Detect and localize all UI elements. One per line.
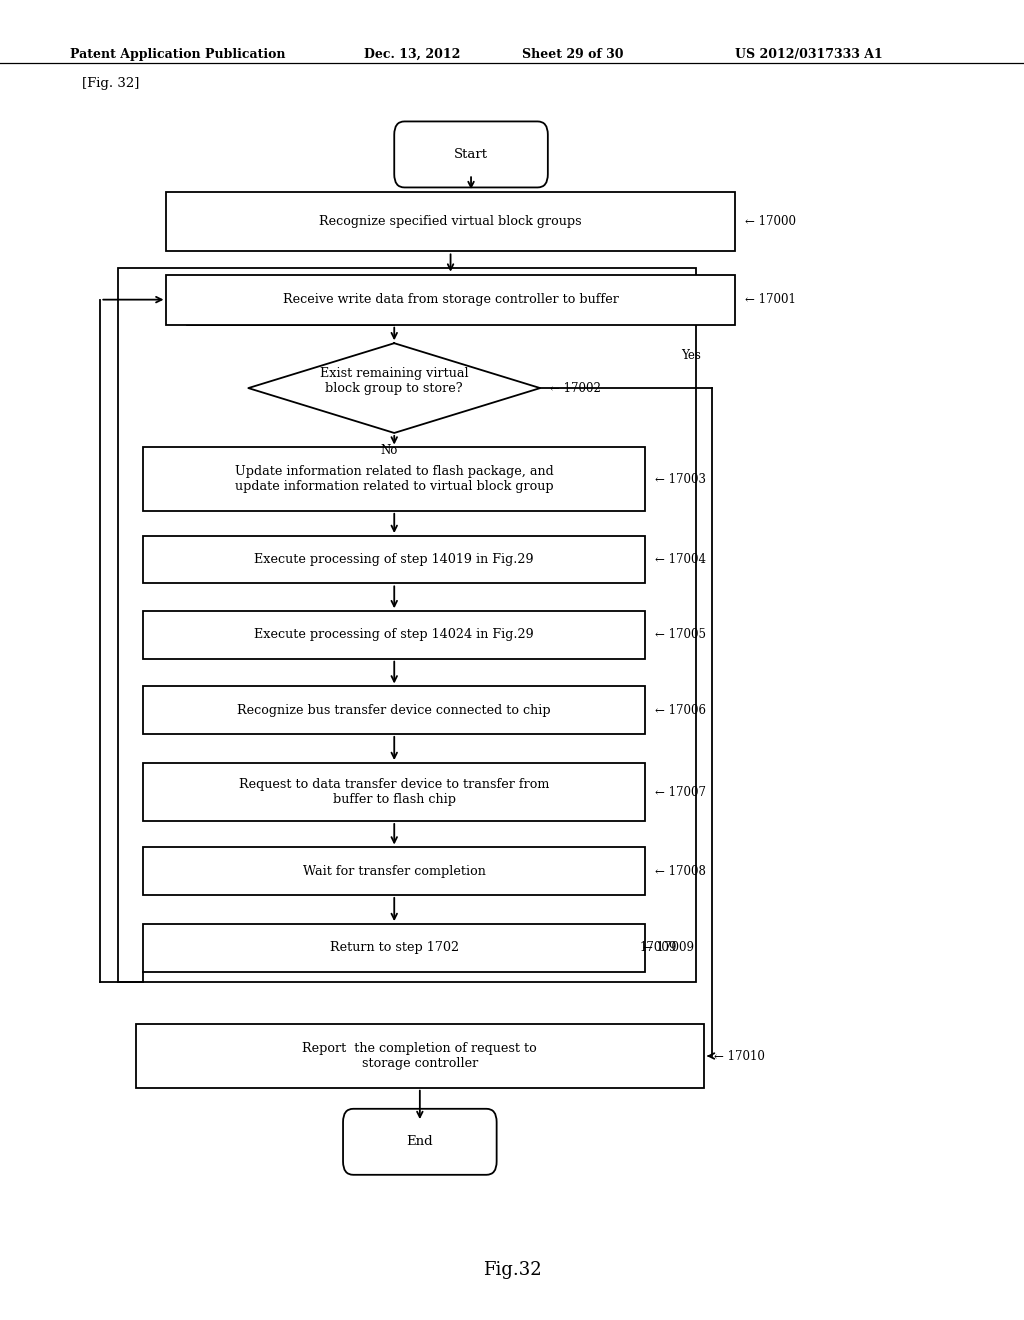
Text: ← 17002: ← 17002 <box>551 381 601 395</box>
Bar <box>143 763 645 821</box>
Text: Recognize bus transfer device connected to chip: Recognize bus transfer device connected … <box>238 704 551 717</box>
Text: Request to data transfer device to transfer from
buffer to flash chip: Request to data transfer device to trans… <box>239 777 550 807</box>
Text: ← 17006: ← 17006 <box>655 704 707 717</box>
Bar <box>118 268 696 982</box>
Text: 17009: 17009 <box>640 941 677 954</box>
Bar <box>143 536 645 583</box>
Text: ← 17004: ← 17004 <box>655 553 707 566</box>
Text: US 2012/0317333 A1: US 2012/0317333 A1 <box>735 48 883 61</box>
Text: ← 17003: ← 17003 <box>655 473 707 486</box>
Text: Dec. 13, 2012: Dec. 13, 2012 <box>364 48 460 61</box>
Text: Report  the completion of request to
storage controller: Report the completion of request to stor… <box>302 1041 538 1071</box>
Text: ← 17001: ← 17001 <box>745 293 796 306</box>
Bar <box>143 611 645 659</box>
Bar <box>143 447 645 511</box>
Text: ← 17008: ← 17008 <box>655 865 707 878</box>
Bar <box>143 924 645 972</box>
Text: Execute processing of step 14024 in Fig.29: Execute processing of step 14024 in Fig.… <box>254 628 535 642</box>
Text: ← 17000: ← 17000 <box>745 215 796 228</box>
Bar <box>135 1024 705 1088</box>
Text: Sheet 29 of 30: Sheet 29 of 30 <box>522 48 624 61</box>
Text: End: End <box>407 1135 433 1148</box>
Bar <box>143 686 645 734</box>
Text: [Fig. 32]: [Fig. 32] <box>82 77 139 90</box>
Text: Fig.32: Fig.32 <box>482 1261 542 1279</box>
Bar <box>166 191 735 251</box>
Text: Update information related to flash package, and
update information related to v: Update information related to flash pack… <box>234 465 554 494</box>
Text: Recognize specified virtual block groups: Recognize specified virtual block groups <box>319 215 582 228</box>
Bar <box>166 275 735 325</box>
FancyBboxPatch shape <box>394 121 548 187</box>
Text: Exist remaining virtual
block group to store?: Exist remaining virtual block group to s… <box>319 367 469 396</box>
Text: ← 17009: ← 17009 <box>643 941 694 954</box>
Bar <box>143 847 645 895</box>
Text: Return to step 1702: Return to step 1702 <box>330 941 459 954</box>
Text: ← 17005: ← 17005 <box>655 628 707 642</box>
Text: Yes: Yes <box>682 348 701 362</box>
Text: ← 17010: ← 17010 <box>715 1049 765 1063</box>
Text: ← 17007: ← 17007 <box>655 785 707 799</box>
FancyBboxPatch shape <box>343 1109 497 1175</box>
Text: Start: Start <box>454 148 488 161</box>
Text: Patent Application Publication: Patent Application Publication <box>70 48 285 61</box>
Text: Receive write data from storage controller to buffer: Receive write data from storage controll… <box>283 293 618 306</box>
Text: No: No <box>381 444 397 457</box>
Text: Wait for transfer completion: Wait for transfer completion <box>303 865 485 878</box>
Text: Execute processing of step 14019 in Fig.29: Execute processing of step 14019 in Fig.… <box>254 553 535 566</box>
